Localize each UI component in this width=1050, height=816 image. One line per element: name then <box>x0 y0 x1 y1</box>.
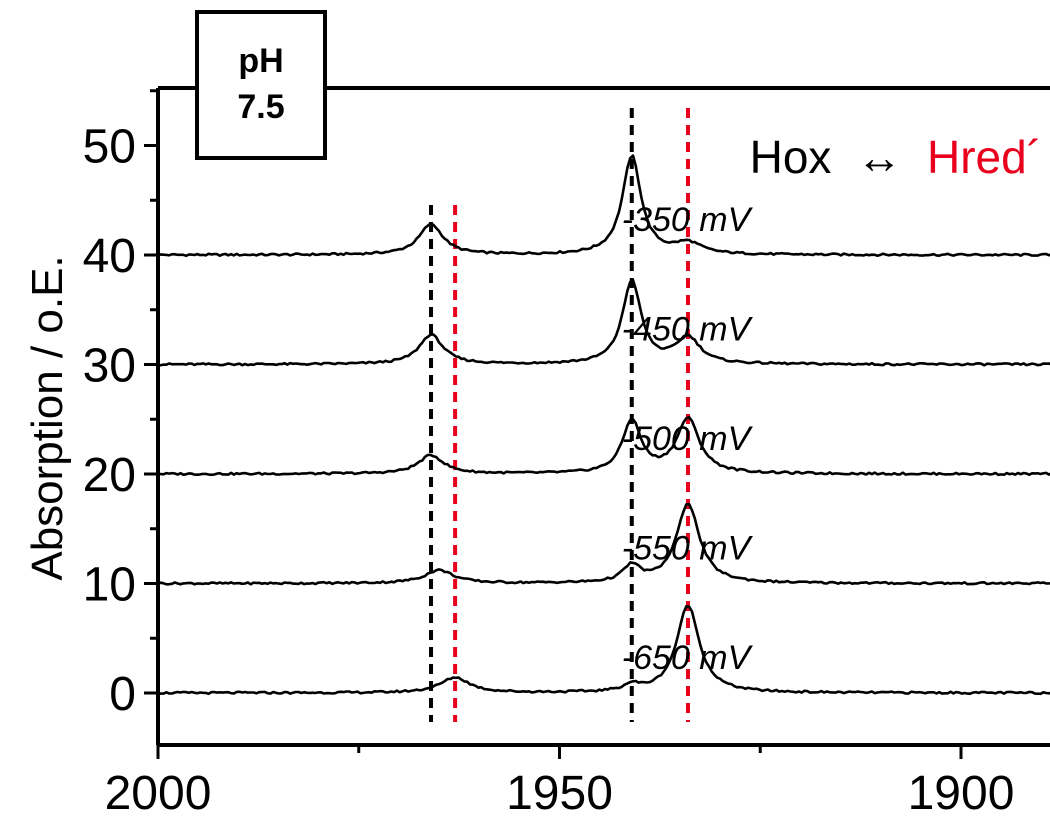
spectrum-trace <box>157 278 1050 367</box>
trace-label: -450 mV <box>622 311 754 349</box>
trace-label: -650 mV <box>622 639 754 677</box>
trace-label: -350 mV <box>622 201 754 239</box>
legend-hred: Hred´ <box>927 131 1042 183</box>
spectrum-trace <box>157 416 1050 477</box>
ph-box <box>195 10 327 160</box>
trace-label: -500 mV <box>622 420 754 458</box>
x-tick-label: 1950 <box>506 767 613 816</box>
y-tick-label: 20 <box>83 449 136 502</box>
y-tick-label: 30 <box>83 340 136 393</box>
spectrum-trace <box>157 154 1050 258</box>
y-tick-label: 0 <box>109 668 136 721</box>
legend-hox: Hox <box>750 131 832 183</box>
y-axis-label: Absorption / o.E. <box>23 255 72 580</box>
trace-label: -550 mV <box>622 530 754 568</box>
y-tick-label: 10 <box>83 559 136 612</box>
ph-value: 7.5 <box>237 88 284 126</box>
x-tick-label: 1900 <box>908 767 1015 816</box>
y-tick-label: 40 <box>83 230 136 283</box>
ph-label: pH <box>238 42 283 80</box>
legend-arrow: ↔ <box>856 131 902 183</box>
axes: 0102030405020001950190018501800 <box>83 86 1050 816</box>
spectrum-trace <box>157 604 1050 696</box>
x-tick-label: 2000 <box>105 767 212 816</box>
legend: Hox ↔ Hred´ <box>750 131 1042 183</box>
y-tick-label: 50 <box>83 121 136 174</box>
spectrum-trace <box>157 502 1050 586</box>
plot-area: -350 mV -450 mV -500 mV -550 mV -650 mV <box>157 108 1050 722</box>
ph-annotation: pH 7.5 <box>195 10 327 160</box>
